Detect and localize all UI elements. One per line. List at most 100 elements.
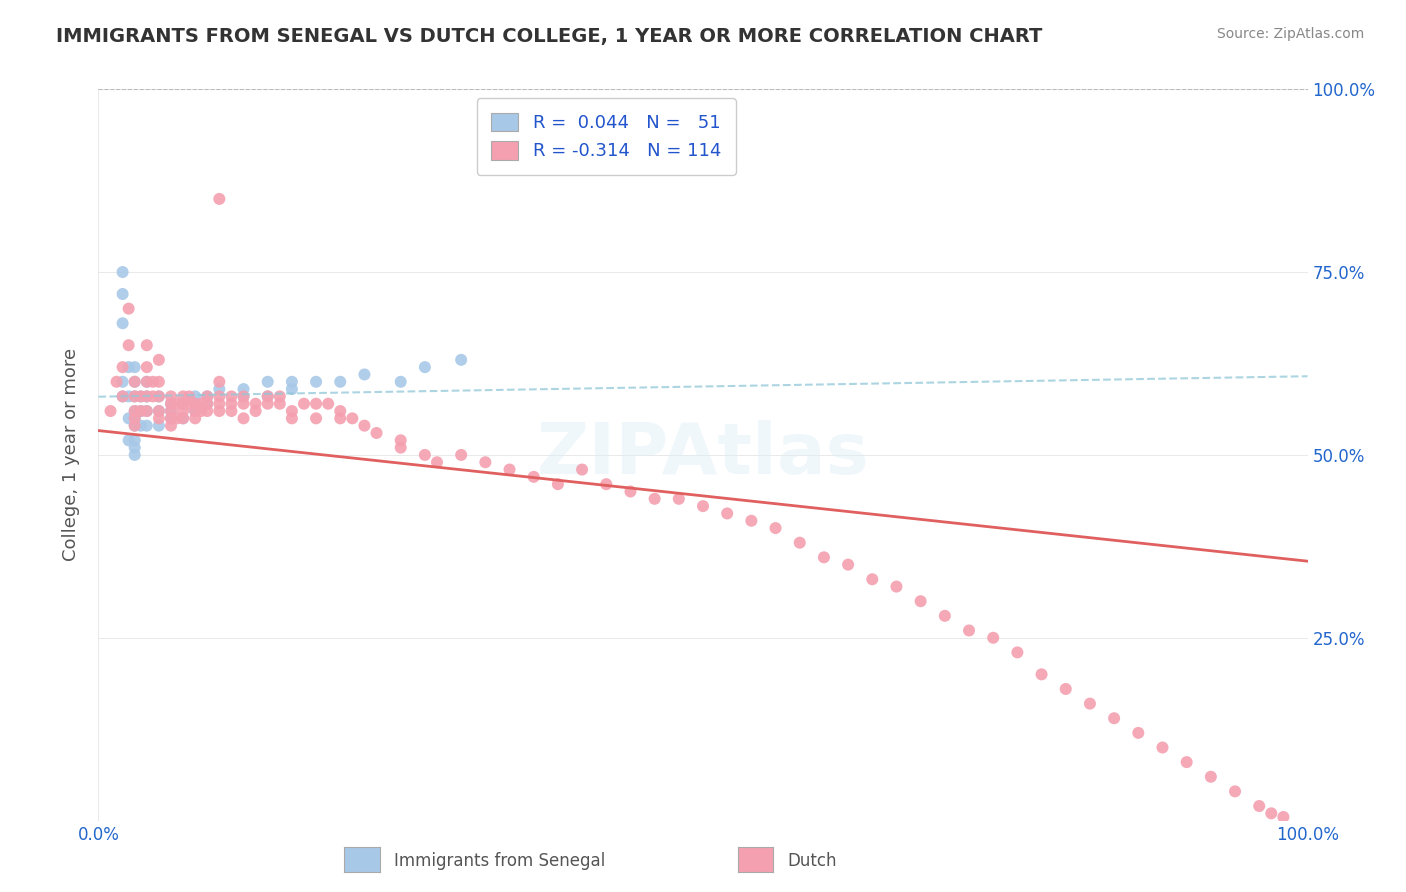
Point — [571, 462, 593, 476]
Point — [256, 389, 278, 403]
Point — [124, 375, 146, 389]
Point — [232, 411, 254, 425]
Point — [135, 404, 157, 418]
Point — [160, 404, 183, 418]
Point — [172, 397, 194, 411]
Point — [232, 382, 254, 396]
Point — [329, 411, 352, 425]
Point — [195, 397, 218, 411]
Point — [716, 507, 738, 521]
Point — [160, 411, 183, 425]
Point — [644, 491, 666, 506]
Point — [118, 338, 141, 352]
Point — [413, 360, 436, 375]
Point — [450, 352, 472, 367]
Point — [221, 389, 243, 403]
Point — [160, 411, 183, 425]
Y-axis label: College, 1 year or more: College, 1 year or more — [62, 349, 80, 561]
Point — [342, 411, 364, 425]
Point — [118, 360, 141, 375]
Point — [111, 360, 134, 375]
Point — [195, 389, 218, 403]
Point — [305, 411, 328, 425]
Text: Source: ZipAtlas.com: Source: ZipAtlas.com — [1216, 27, 1364, 41]
Point — [118, 434, 141, 448]
Point — [135, 389, 157, 403]
Point — [498, 462, 520, 476]
Point — [172, 404, 194, 418]
Text: Dutch: Dutch — [787, 852, 837, 870]
Point — [160, 389, 183, 403]
Point — [256, 375, 278, 389]
Point — [190, 404, 212, 418]
Point — [184, 397, 207, 411]
Point — [474, 455, 496, 469]
Point — [124, 360, 146, 375]
Point — [619, 484, 641, 499]
Point — [124, 418, 146, 433]
Point — [245, 397, 267, 411]
Point — [789, 535, 811, 549]
Point — [281, 375, 304, 389]
Point — [179, 397, 201, 411]
Point — [195, 389, 218, 403]
Point — [1272, 810, 1295, 824]
Point — [160, 397, 183, 411]
Point — [124, 448, 146, 462]
Point — [111, 389, 134, 403]
Point — [148, 389, 170, 403]
Point — [837, 558, 859, 572]
Point — [329, 404, 352, 418]
Point — [124, 441, 146, 455]
Point — [135, 418, 157, 433]
Point — [256, 389, 278, 403]
Point — [256, 397, 278, 411]
Point — [135, 375, 157, 389]
Point — [1175, 755, 1198, 769]
Point — [118, 301, 141, 316]
Point — [281, 411, 304, 425]
Point — [765, 521, 787, 535]
Text: Immigrants from Senegal: Immigrants from Senegal — [394, 852, 605, 870]
Point — [413, 448, 436, 462]
Point — [1260, 806, 1282, 821]
Point — [160, 404, 183, 418]
Point — [124, 411, 146, 425]
Point — [1152, 740, 1174, 755]
Point — [148, 404, 170, 418]
Point — [142, 375, 165, 389]
Point — [547, 477, 569, 491]
Point — [190, 397, 212, 411]
Point — [129, 389, 152, 403]
Point — [105, 375, 128, 389]
Point — [124, 411, 146, 425]
Point — [195, 397, 218, 411]
Point — [166, 411, 188, 425]
Point — [129, 418, 152, 433]
Text: IMMIGRANTS FROM SENEGAL VS DUTCH COLLEGE, 1 YEAR OR MORE CORRELATION CHART: IMMIGRANTS FROM SENEGAL VS DUTCH COLLEGE… — [56, 27, 1043, 45]
Text: ZIPAtlas: ZIPAtlas — [537, 420, 869, 490]
Point — [166, 397, 188, 411]
Point — [1128, 726, 1150, 740]
Point — [172, 411, 194, 425]
Point — [172, 397, 194, 411]
Point — [740, 514, 762, 528]
Point — [910, 594, 932, 608]
Point — [292, 397, 315, 411]
Point — [111, 287, 134, 301]
Point — [1078, 697, 1101, 711]
Point — [269, 397, 291, 411]
Point — [129, 389, 152, 403]
Point — [957, 624, 980, 638]
Point — [124, 434, 146, 448]
Point — [221, 404, 243, 418]
Point — [172, 411, 194, 425]
Point — [195, 404, 218, 418]
Point — [1054, 681, 1077, 696]
Point — [184, 411, 207, 425]
Point — [221, 397, 243, 411]
Point — [389, 434, 412, 448]
Point — [668, 491, 690, 506]
Point — [329, 375, 352, 389]
Point — [353, 418, 375, 433]
